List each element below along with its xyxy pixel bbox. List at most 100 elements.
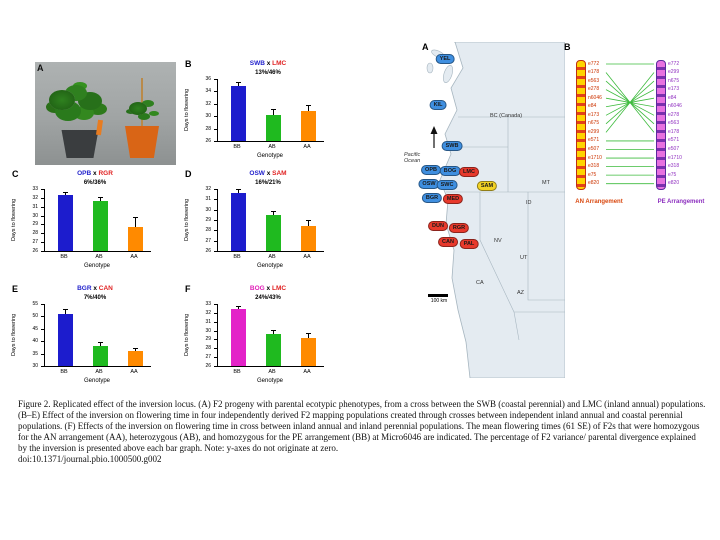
bar-AB bbox=[265, 214, 281, 251]
marker-an-e173: e173 bbox=[588, 111, 600, 118]
y-tick-mark bbox=[214, 348, 217, 350]
population-MED: MED bbox=[442, 193, 464, 205]
plot-area bbox=[44, 189, 151, 252]
y-tick-label: 30 bbox=[32, 363, 38, 369]
chart-opb-rgr: C OPB x RGR 6%/36% 33 32 31 30 29 28 27 26 BB AB AA Ge… bbox=[10, 167, 170, 277]
y-tick-label: 27 bbox=[32, 239, 38, 246]
cross-parent-left: BGR bbox=[77, 285, 92, 292]
marker-an-e84: e84 bbox=[588, 103, 597, 110]
cross-parent-right: LMC bbox=[272, 60, 287, 67]
y-tick-label: 31 bbox=[205, 318, 211, 325]
state-borders bbox=[446, 116, 565, 341]
y-tick-mark bbox=[41, 316, 44, 318]
y-tick-mark bbox=[214, 240, 217, 242]
marker-an-e571: e571 bbox=[588, 137, 600, 144]
marker-an-e318: e318 bbox=[588, 163, 600, 170]
bar-AA bbox=[300, 110, 316, 141]
error-bar-BB bbox=[65, 193, 66, 196]
y-tick-mark bbox=[214, 91, 217, 93]
y-tick-label: 35 bbox=[32, 350, 38, 357]
connector-e299 bbox=[605, 72, 655, 133]
y-axis-label: Days to flowering bbox=[184, 88, 190, 132]
x-axis-label: Genotype bbox=[256, 153, 284, 159]
cross-parent-left: BOG bbox=[249, 285, 265, 292]
y-tick-label: 55 bbox=[32, 301, 38, 307]
y-tick-mark bbox=[41, 224, 44, 226]
bar-BB bbox=[57, 313, 73, 366]
population-SWC: SWC bbox=[436, 179, 458, 191]
marker-pe-e299: e299 bbox=[668, 69, 680, 76]
marker-an-n6046: n6046 bbox=[588, 94, 602, 101]
cross-parent-right: CAN bbox=[98, 285, 113, 292]
population-PAL: PAL bbox=[459, 238, 479, 250]
map-panel: 100 km A BC (Canada) Pacific Ocean MT ID NV U… bbox=[404, 42, 565, 378]
error-bar-cap-AB bbox=[98, 197, 103, 199]
y-tick-mark bbox=[214, 209, 217, 211]
y-tick-mark bbox=[41, 341, 44, 343]
bar-AB bbox=[265, 114, 281, 141]
error-bar-AA bbox=[308, 334, 309, 338]
marker-pe-e318: e318 bbox=[668, 163, 680, 170]
y-tick-label: 32 bbox=[205, 309, 211, 316]
marker-an-e563: e563 bbox=[588, 77, 600, 84]
annual-pot bbox=[125, 126, 159, 158]
panel-label-photo: A bbox=[37, 63, 44, 73]
x-category-AB: AB bbox=[95, 254, 103, 260]
panel-label-D: D bbox=[185, 169, 192, 179]
chart-title-F: BOG x LMC bbox=[213, 285, 323, 292]
y-tick-label: 30 bbox=[205, 327, 211, 334]
population-DUN: DUN bbox=[428, 220, 448, 232]
chart-title-E: BGR x CAN bbox=[40, 285, 150, 292]
error-bar-cap-AA bbox=[133, 217, 138, 219]
y-tick-mark bbox=[41, 366, 44, 367]
y-tick-mark bbox=[41, 353, 44, 355]
caption-text: Figure 2. Replicated effect of the inver… bbox=[18, 399, 706, 453]
cross-parent-left: OSW bbox=[249, 170, 265, 177]
chart-bog-lmc: F BOG x LMC 24%/43% 33 32 31 30 29 28 27 26 BB AB AA G… bbox=[183, 282, 343, 392]
y-tick-mark bbox=[214, 366, 217, 367]
bar-BB bbox=[230, 85, 246, 141]
population-BOG: BOG bbox=[439, 165, 461, 177]
y-tick-label: 31 bbox=[32, 203, 38, 210]
pot-tag bbox=[95, 119, 104, 136]
y-tick-mark bbox=[214, 321, 217, 323]
pe-chromosome bbox=[656, 60, 666, 190]
chart-title-C: OPB x RGR bbox=[40, 170, 150, 177]
marker-pe-e1710: e1710 bbox=[668, 154, 682, 161]
bar-BB bbox=[230, 193, 246, 251]
chart-bgr-can: E BGR x CAN 7%/40% 55 50 45 40 35 30 BB AB AA Genoty… bbox=[10, 282, 170, 392]
y-tick-mark bbox=[214, 189, 217, 190]
y-tick-label: 28 bbox=[205, 345, 211, 352]
marker-connector-lines bbox=[605, 63, 655, 185]
variance-annotation: 16%/21% bbox=[255, 180, 281, 186]
landmass bbox=[439, 42, 565, 378]
marker-pe-e563: e563 bbox=[668, 120, 680, 127]
error-bar-cap-BB bbox=[63, 192, 68, 193]
bar-AA bbox=[300, 226, 316, 251]
x-category-AA: AA bbox=[303, 254, 311, 260]
bar-AA bbox=[127, 227, 143, 251]
bar-AB bbox=[265, 334, 281, 366]
region-label-CA: CA bbox=[476, 280, 484, 286]
marker-pe-n6046: n6046 bbox=[668, 103, 682, 110]
panel-label-chromosomes: B bbox=[564, 42, 571, 52]
y-tick-mark bbox=[214, 304, 217, 305]
error-bar-BB bbox=[238, 306, 239, 310]
region-label-NV: NV bbox=[494, 238, 502, 244]
plot-area bbox=[217, 189, 324, 252]
y-tick-mark bbox=[214, 128, 217, 130]
y-axis-label: Days to flowering bbox=[11, 198, 17, 242]
annual-plant bbox=[129, 102, 147, 115]
marker-an-e75: e75 bbox=[588, 171, 597, 178]
y-tick-label: 32 bbox=[32, 194, 38, 201]
error-bar-cap-AA bbox=[133, 347, 138, 349]
y-axis-label: Days to flowering bbox=[11, 313, 17, 357]
cross-separator: x bbox=[91, 170, 99, 177]
y-tick-label: 33 bbox=[205, 301, 211, 307]
error-bar-cap-BB bbox=[63, 309, 68, 311]
y-tick-label: 26 bbox=[205, 138, 211, 144]
population-BGR: BGR bbox=[421, 192, 443, 204]
region-label-AZ: AZ bbox=[517, 290, 525, 296]
perennial-plant bbox=[49, 90, 75, 110]
x-category-BB: BB bbox=[233, 254, 241, 260]
